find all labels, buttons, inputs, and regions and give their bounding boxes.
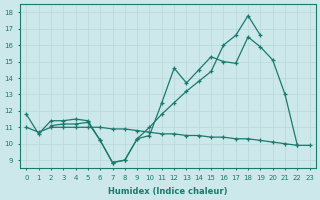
X-axis label: Humidex (Indice chaleur): Humidex (Indice chaleur): [108, 187, 228, 196]
